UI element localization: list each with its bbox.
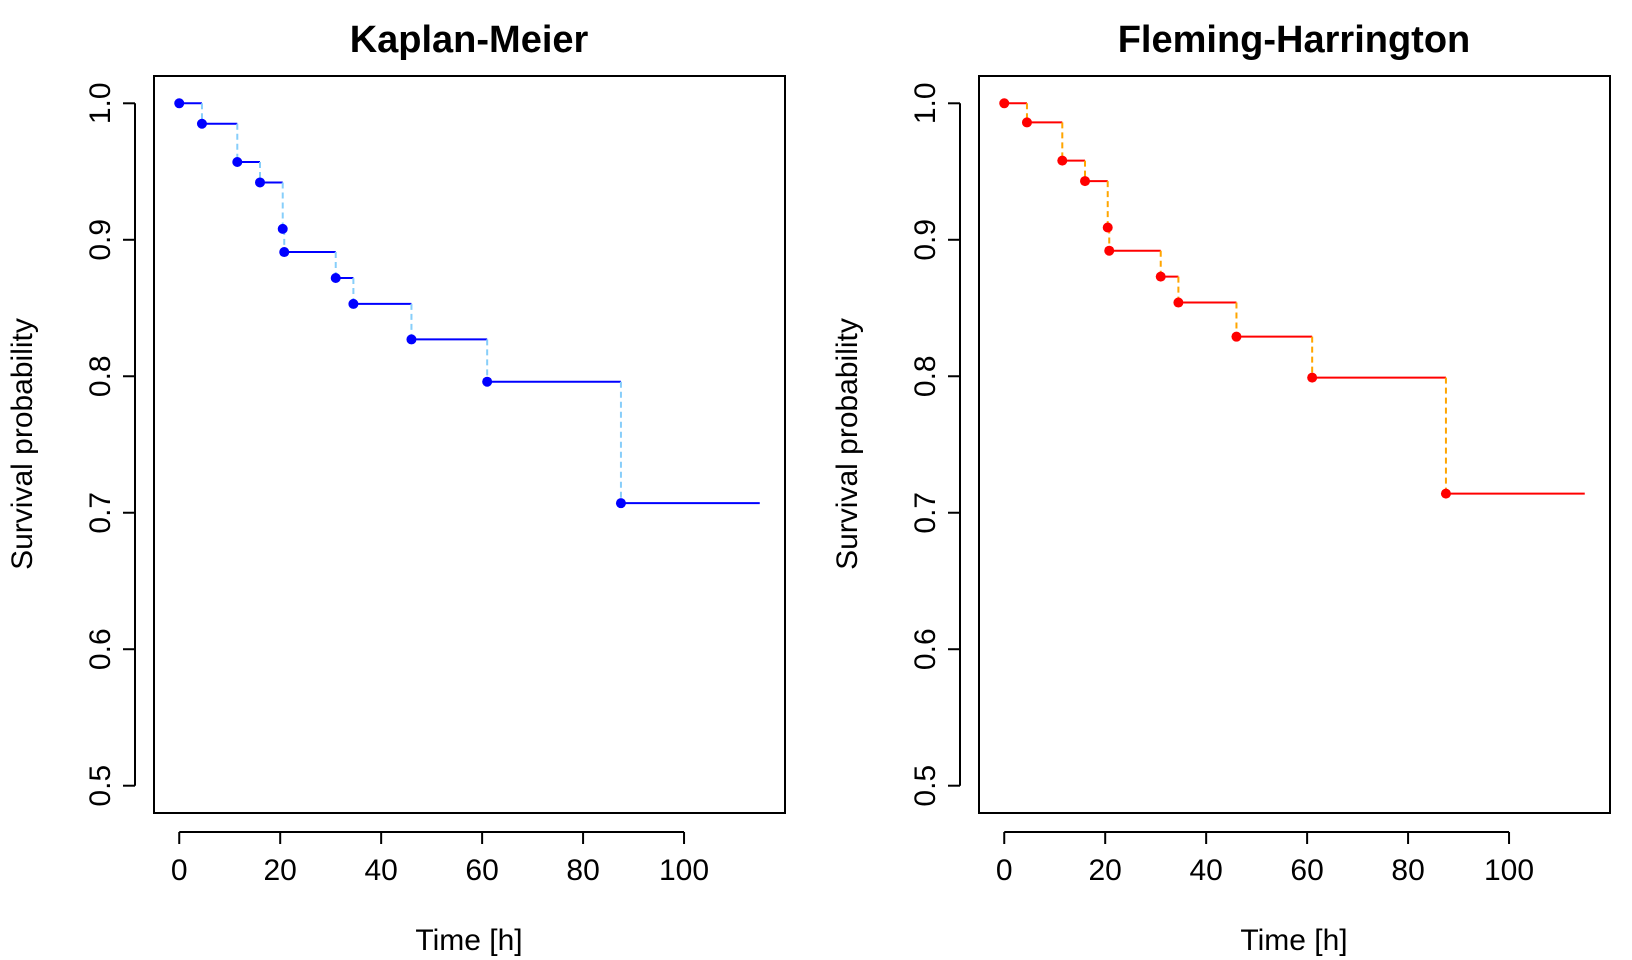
y-axis: 0.5 0.6 0.7 0.8 0.9 1.0: [84, 82, 136, 807]
x-tick-label: 100: [659, 854, 709, 887]
data-point: [482, 376, 493, 387]
survival-curve: [174, 98, 760, 509]
x-tick-label: 40: [364, 854, 397, 887]
data-point: [348, 298, 359, 309]
y-tick-label: 0.5: [909, 765, 942, 807]
chart-title: Kaplan-Meier: [350, 19, 589, 61]
chart-title: Fleming-Harrington: [1118, 19, 1471, 61]
fleming-harrington-panel: Fleming-Harrington 0 20 40 60 80 100 0.50.60.…: [831, 19, 1611, 957]
y-axis: 0.5 0.6 0.7 0.8 0.9 1.0: [909, 82, 961, 807]
x-tick-label: 80: [1391, 854, 1424, 887]
x-axis-label: Time [h]: [1240, 924, 1347, 957]
data-point: [1307, 372, 1318, 383]
y-tick-label: 0.7: [84, 492, 117, 534]
y-tick-label: 1.0: [909, 82, 942, 124]
y-tick-label: 0.6: [84, 628, 117, 670]
data-point: [330, 272, 341, 283]
y-tick-label: 0.8: [909, 355, 942, 397]
data-point: [406, 334, 417, 345]
x-tick-label: 60: [465, 854, 498, 887]
data-point: [1021, 117, 1032, 128]
data-point: [174, 98, 185, 109]
x-tick-label: 20: [264, 854, 297, 887]
data-point: [255, 177, 266, 188]
y-tick-label: 0.9: [909, 219, 942, 261]
y-tick-label: 0.5: [84, 765, 117, 807]
data-point: [277, 223, 288, 234]
x-tick-label: 80: [566, 854, 599, 887]
data-point: [196, 118, 207, 129]
data-point: [1104, 245, 1115, 256]
x-axis: 0 20 40 60 80 100: [171, 831, 709, 887]
x-tick-label: 0: [996, 854, 1013, 887]
data-point: [1102, 222, 1113, 233]
plot-frame: [153, 75, 786, 814]
data-point: [1080, 176, 1091, 187]
x-axis: 0 20 40 60 80 100: [996, 831, 1534, 887]
y-axis-label: Survival probability: [6, 318, 39, 570]
y-axis-label: Survival probability: [831, 318, 864, 570]
y-tick-label: 0.7: [909, 492, 942, 534]
y-tick-label: 0.6: [909, 628, 942, 670]
x-tick-label: 60: [1290, 854, 1323, 887]
data-point: [1231, 331, 1242, 342]
y-tick-label: 0.8: [84, 355, 117, 397]
x-tick-label: 40: [1189, 854, 1222, 887]
data-point: [1155, 271, 1166, 282]
data-point: [1173, 297, 1184, 308]
x-tick-label: 0: [171, 854, 188, 887]
x-tick-label: 20: [1089, 854, 1122, 887]
data-point: [232, 156, 243, 167]
kaplan-meier-panel: Kaplan-Meier 0 20 40 60 80 100 0.50.60.70.80.…: [6, 19, 786, 957]
data-point: [1057, 155, 1068, 166]
x-tick-label: 100: [1484, 854, 1534, 887]
x-axis-label: Time [h]: [415, 924, 522, 957]
data-point: [279, 247, 290, 258]
data-point: [1440, 488, 1451, 499]
survival-curve: [999, 98, 1585, 499]
y-tick-label: 1.0: [84, 82, 117, 124]
plot-frame: [978, 75, 1611, 814]
data-point: [999, 98, 1010, 109]
data-point: [615, 498, 626, 509]
y-tick-label: 0.9: [84, 219, 117, 261]
